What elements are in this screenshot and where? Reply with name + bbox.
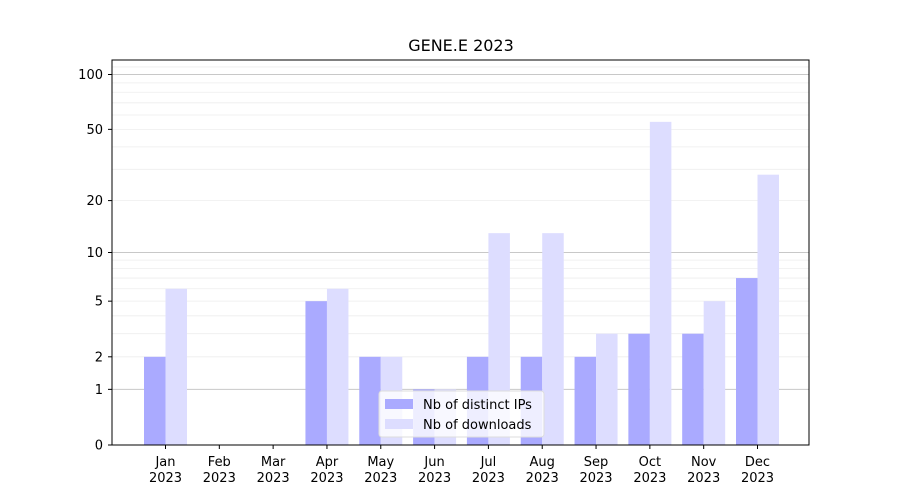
x-tick-label-year: 2023	[149, 471, 182, 486]
x-tick-label-year: 2023	[257, 471, 290, 486]
bar-nb-of-downloads-sep	[596, 333, 618, 445]
x-tick-label-month: Oct	[639, 455, 661, 470]
y-axis: 0 1 2 5 10 20 50 100	[78, 68, 112, 454]
bar-nb-of-downloads-apr	[326, 288, 349, 445]
x-tick-label-year: 2023	[579, 471, 612, 486]
chart-title: GENE.E 2023	[408, 36, 514, 55]
x-tick-label-month: Feb	[208, 455, 231, 470]
x-axis: Jan2023Feb2023Mar2023Apr2023May2023Jun20…	[149, 445, 774, 486]
grid-lines	[112, 59, 809, 390]
x-tick-label-year: 2023	[418, 471, 451, 486]
y-tick-label: 1	[95, 383, 103, 398]
bar-nb-of-downloads-dec	[757, 174, 779, 446]
bar-nb-of-distinct-ips-dec	[736, 278, 758, 445]
x-tick-label-year: 2023	[526, 471, 559, 486]
y-tick-label: 0	[95, 439, 103, 454]
y-tick-label: 10	[86, 246, 103, 261]
x-tick-label-month: Jun	[423, 455, 444, 470]
bar-nb-of-distinct-ips-sep	[574, 356, 597, 445]
legend-swatch-nb-of-distinct-ips	[385, 399, 413, 409]
x-tick-label-year: 2023	[364, 471, 397, 486]
x-tick-label-month: Apr	[316, 455, 339, 470]
x-tick-label-month: Nov	[691, 455, 717, 470]
bar-nb-of-distinct-ips-nov	[682, 333, 704, 445]
x-tick-label-year: 2023	[687, 471, 720, 486]
x-tick-label-year: 2023	[203, 471, 236, 486]
y-tick-label: 5	[95, 295, 103, 310]
x-tick-label-year: 2023	[310, 471, 343, 486]
x-tick-label-month: May	[367, 455, 394, 470]
y-tick-label: 50	[86, 123, 103, 138]
bar-nb-of-distinct-ips-may	[359, 356, 381, 445]
bar-nb-of-distinct-ips-jan	[144, 356, 166, 445]
x-tick-label-month: Jul	[480, 455, 497, 470]
legend-box	[378, 390, 545, 438]
x-tick-label-year: 2023	[741, 471, 774, 486]
y-tick-label: 100	[78, 68, 103, 83]
x-tick-label-month: Mar	[261, 455, 286, 470]
y-tick-label: 2	[95, 350, 103, 365]
x-tick-label-month: Aug	[530, 455, 555, 470]
bar-nb-of-distinct-ips-oct	[628, 333, 650, 445]
legend-label-nb-of-downloads: Nb of downloads	[423, 418, 532, 433]
legend-label-nb-of-distinct-ips: Nb of distinct IPs	[423, 398, 532, 413]
y-tick-label: 20	[86, 194, 103, 209]
x-tick-label-year: 2023	[633, 471, 666, 486]
x-tick-label-month: Sep	[584, 455, 609, 470]
x-tick-label-year: 2023	[472, 471, 505, 486]
bar-nb-of-distinct-ips-apr	[305, 301, 327, 445]
bar-nb-of-downloads-aug	[542, 233, 564, 445]
bar-nb-of-downloads-jan	[165, 288, 187, 445]
legend-swatch-nb-of-downloads	[385, 419, 413, 429]
x-tick-label-month: Dec	[745, 455, 770, 470]
bar-nb-of-downloads-oct	[649, 121, 672, 445]
x-tick-label-month: Jan	[154, 455, 175, 470]
legend: Nb of distinct IPs Nb of downloads	[378, 390, 545, 438]
bar-nb-of-downloads-nov	[703, 301, 726, 445]
